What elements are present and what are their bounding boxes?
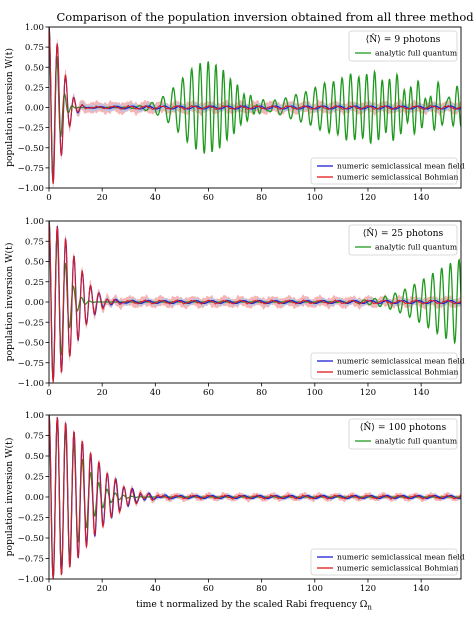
x-tick-label: 100 <box>307 388 323 398</box>
x-tick-label: 120 <box>360 388 376 398</box>
y-tick-label: 0.25 <box>25 83 44 93</box>
y-tick-label: 1.00 <box>25 23 44 33</box>
x-axis-label-text: time t normalized by the scaled Rabi fre… <box>136 599 368 610</box>
y-tick-label: 0.25 <box>25 278 44 288</box>
y-axis-label: population inversion W(t) <box>4 243 15 362</box>
x-axis-label-subscript: n <box>367 604 372 612</box>
x-tick-label: 20 <box>97 388 108 398</box>
legend-box <box>348 224 458 256</box>
legend-box <box>348 418 458 450</box>
legend-box <box>310 157 458 185</box>
legend-top: ⟨N̂⟩ = 9 photons analytic full quantum <box>348 30 458 62</box>
y-tick-label: 0.00 <box>25 298 44 308</box>
plot-area <box>49 221 461 383</box>
y-tick-label: 1.00 <box>25 217 44 227</box>
y-tick-label: −0.25 <box>18 318 44 328</box>
y-tick-label: 0.75 <box>25 237 44 247</box>
y-tick-label: 0.00 <box>25 493 44 503</box>
y-tick-label: 0.50 <box>25 258 44 268</box>
series-line-bohmian <box>49 27 461 184</box>
legend-bottom: numeric semiclassical mean field numeric … <box>310 352 465 380</box>
x-tick-label: 0 <box>46 193 51 203</box>
series-line-bohmian <box>49 221 461 383</box>
y-tick-label: 0.75 <box>25 432 44 442</box>
y-tick-label: −0.75 <box>18 164 44 174</box>
y-tick-label: −0.50 <box>18 339 44 349</box>
chart-panel-3: 1.00 0.75 0.50 0.25 0.00 −0.25 −0.50 −0.75 −1.00… <box>4 411 465 594</box>
legend-label-bohmian: numeric semiclassical Bohmian <box>337 368 458 377</box>
series-line-mean-field <box>49 27 461 184</box>
legend-title: ⟨N̂⟩ = 9 photons <box>366 33 441 45</box>
y-tick-label: 0.50 <box>25 452 44 462</box>
legend-top: ⟨N̂⟩ = 25 photons analytic full quantum <box>348 224 458 256</box>
x-tick-label: 60 <box>203 193 214 203</box>
x-axis-label: time t normalized by the scaled Rabi fre… <box>136 599 372 612</box>
x-tick-label: 120 <box>360 584 376 594</box>
legend-label-mean-field: numeric semiclassical mean field <box>337 162 465 171</box>
x-tick-label: 0 <box>46 388 51 398</box>
y-tick-label: −0.50 <box>18 144 44 154</box>
plot-area <box>49 27 461 188</box>
y-tick-label: 1.00 <box>25 411 44 421</box>
plot-area <box>49 415 461 579</box>
x-tick-label: 140 <box>413 584 429 594</box>
y-tick-label: 0.75 <box>25 43 44 53</box>
y-tick-label: −1.00 <box>18 379 44 389</box>
y-tick-label: −0.25 <box>18 514 44 524</box>
legend-label-mean-field: numeric semiclassical mean field <box>337 357 465 366</box>
legend-label-bohmian: numeric semiclassical Bohmian <box>337 564 458 573</box>
y-tick-label: 0.00 <box>25 104 44 114</box>
x-tick-label: 60 <box>203 584 214 594</box>
x-tick-label: 40 <box>150 388 161 398</box>
y-tick-label: −1.00 <box>18 575 44 585</box>
y-axis-label: population inversion W(t) <box>4 48 15 167</box>
legend-bottom: numeric semiclassical mean field numeric … <box>310 157 465 185</box>
legend-label-quantum: analytic full quantum <box>375 243 457 252</box>
x-tick-label: 20 <box>97 584 108 594</box>
x-tick-label: 80 <box>256 388 267 398</box>
y-tick-label: −0.75 <box>18 555 44 565</box>
figure-title: Comparison of the population inversion o… <box>56 10 474 24</box>
x-tick-label: 60 <box>203 388 214 398</box>
x-tick-label: 20 <box>97 193 108 203</box>
legend-label-bohmian: numeric semiclassical Bohmian <box>337 173 458 182</box>
legend-bottom: numeric semiclassical mean field numeric … <box>310 548 465 576</box>
y-tick-label: −1.00 <box>18 184 44 194</box>
y-tick-label: −0.50 <box>18 534 44 544</box>
chart-panel-2: 1.00 0.75 0.50 0.25 0.00 −0.25 −0.50 −0.75 −1.00… <box>4 217 465 398</box>
legend-label-quantum: analytic full quantum <box>375 49 457 58</box>
x-tick-label: 120 <box>360 193 376 203</box>
chart-panel-1: 1.00 0.75 0.50 0.25 0.00 −0.25 −0.50 −0.75 −1.00… <box>4 23 465 203</box>
x-tick-label: 140 <box>413 388 429 398</box>
x-tick-label: 100 <box>307 584 323 594</box>
legend-box <box>310 548 458 576</box>
x-tick-label: 140 <box>413 193 429 203</box>
legend-box <box>310 352 458 380</box>
y-tick-label: 0.25 <box>25 473 44 483</box>
x-tick-label: 40 <box>150 193 161 203</box>
legend-label-quantum: analytic full quantum <box>375 437 457 446</box>
y-tick-label: −0.75 <box>18 359 44 369</box>
legend-top: ⟨N̂⟩ = 100 photons analytic full quantum <box>348 418 458 450</box>
legend-title: ⟨N̂⟩ = 25 photons <box>363 227 444 239</box>
series-line-bohmian <box>49 415 461 579</box>
y-tick-label: 0.50 <box>25 63 44 73</box>
legend-title: ⟨N̂⟩ = 100 photons <box>360 421 447 433</box>
y-tick-label: −0.25 <box>18 124 44 134</box>
x-tick-label: 80 <box>256 584 267 594</box>
legend-box <box>348 30 458 62</box>
x-tick-label: 0 <box>46 584 51 594</box>
legend-label-mean-field: numeric semiclassical mean field <box>337 553 465 562</box>
y-axis-label: population inversion W(t) <box>4 438 15 557</box>
x-tick-label: 100 <box>307 193 323 203</box>
x-tick-label: 80 <box>256 193 267 203</box>
x-tick-label: 40 <box>150 584 161 594</box>
